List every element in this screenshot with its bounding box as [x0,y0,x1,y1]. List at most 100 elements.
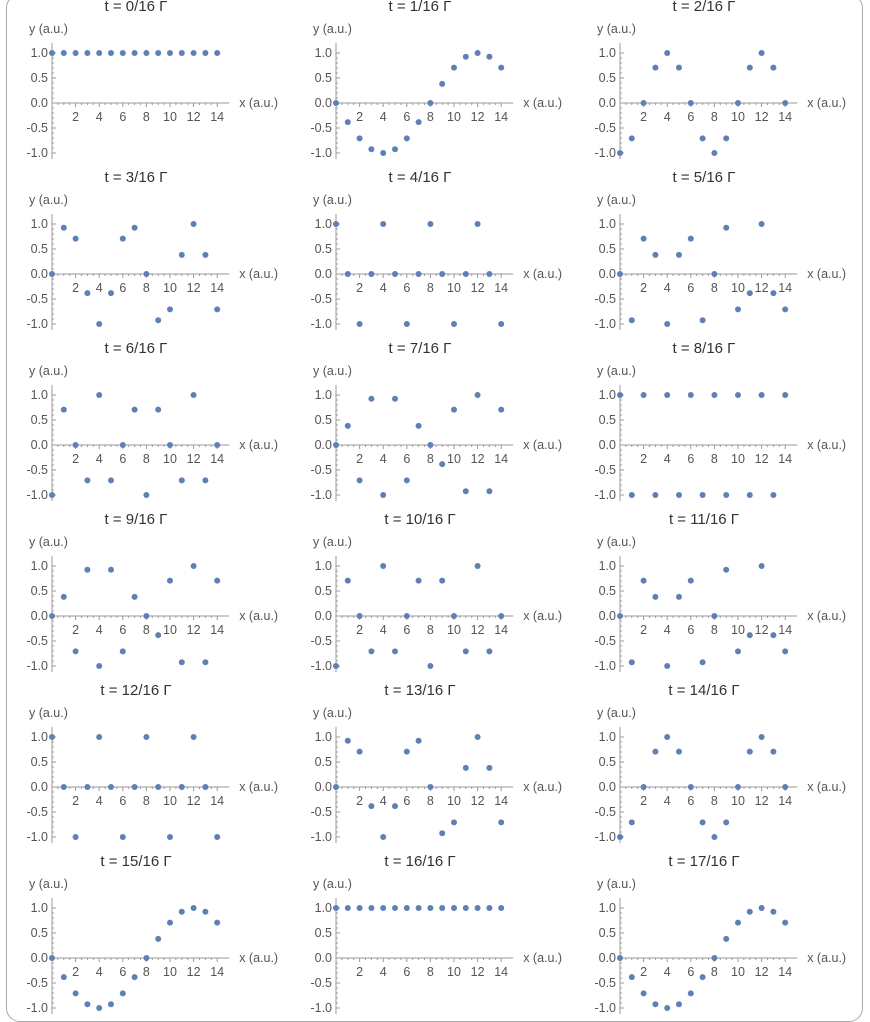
data-point [415,905,422,911]
data-point [131,50,138,56]
x-tick-label: 8 [711,281,718,295]
x-tick-label: 6 [403,452,410,466]
data-point [735,919,741,926]
panel-title: t = 2/16 Γ [673,0,736,15]
y-axis-label: y (a.u.) [29,22,68,36]
data-point [167,577,173,584]
y-tick-label: 0.5 [599,926,616,940]
y-axis-label: y (a.u.) [313,706,352,720]
data-point [770,64,777,71]
x-tick-label: 8 [711,794,718,808]
y-tick-label: 0.5 [599,755,616,769]
data-point [214,442,221,448]
data-point [392,905,398,911]
y-tick-label: -1.0 [26,1001,48,1015]
y-tick-label: 1.0 [315,559,332,573]
data-point [415,577,422,584]
data-point [143,734,150,740]
data-point [178,784,185,790]
y-axis-label: y (a.u.) [597,364,636,378]
y-axis-label: y (a.u.) [29,193,68,207]
y-tick-label: 0.5 [31,242,48,256]
data-point [178,908,185,915]
x-tick-label: 4 [664,110,671,124]
data-point [333,221,339,227]
data-point [439,577,446,584]
scatter-panel: t = 11/16 Γ y (a.u.) x (a.u.) 1.0 0.5 0.0 -0.5… [594,511,846,673]
data-point [664,734,671,740]
x-axis-label: x (a.u.) [239,780,278,794]
data-point [451,64,457,71]
x-tick-label: 12 [755,452,769,466]
x-tick-label: 10 [163,794,177,808]
y-tick-label: 1.0 [599,730,616,744]
x-tick-label: 4 [96,965,103,979]
x-tick-label: 4 [96,110,103,124]
y-axis-label: y (a.u.) [29,364,68,378]
y-tick-label: -1.0 [594,146,616,160]
scatter-panel: t = 12/16 Γ y (a.u.) x (a.u.) 1.0 0.5 0.0 -0.5… [26,682,278,844]
data-point [178,477,185,484]
x-axis-label: x (a.u.) [239,438,278,452]
data-point [344,737,351,744]
data-point [782,648,789,655]
y-tick-label: 0.0 [31,951,48,965]
x-axis-label: x (a.u.) [239,609,278,623]
x-tick-label: 8 [711,965,718,979]
data-point [746,908,753,915]
data-point [108,784,114,790]
data-point [119,834,126,840]
x-tick-label: 4 [664,965,671,979]
x-tick-label: 14 [210,281,224,295]
x-tick-label: 12 [755,623,769,637]
data-point [652,593,659,600]
data-point [462,53,469,60]
x-axis-label: x (a.u.) [523,96,562,110]
data-point [640,235,647,242]
data-point [711,834,718,840]
x-tick-label: 12 [187,452,201,466]
x-tick-label: 4 [380,965,387,979]
x-tick-label: 14 [778,452,792,466]
data-point [664,321,671,327]
x-tick-label: 6 [119,623,126,637]
data-point [451,819,457,826]
data-point [628,974,635,981]
data-point [486,271,493,277]
x-tick-label: 10 [731,281,745,295]
data-point [676,251,682,258]
data-point [155,406,162,413]
x-tick-label: 6 [687,452,694,466]
data-point [687,100,694,106]
y-tick-label: 0.0 [315,96,332,110]
y-tick-label: -1.0 [310,659,332,673]
data-point [119,442,126,448]
data-point [108,290,114,297]
data-point [758,905,765,911]
x-tick-label: 8 [143,452,150,466]
data-point [640,577,647,584]
x-tick-label: 8 [427,965,434,979]
data-point [451,406,457,413]
data-point [49,492,55,498]
data-point [96,392,103,398]
x-tick-label: 12 [755,794,769,808]
data-point [723,492,730,498]
data-point [676,593,682,600]
x-tick-label: 2 [356,623,363,637]
data-point [474,392,481,398]
scatter-panel: t = 10/16 Γ y (a.u.) x (a.u.) 1.0 0.5 0.0 -0.5… [310,511,562,673]
y-tick-label: -1.0 [26,488,48,502]
data-point [392,146,398,153]
x-tick-label: 6 [403,623,410,637]
data-point [96,1005,103,1011]
data-point [617,392,623,398]
x-tick-label: 6 [403,110,410,124]
y-tick-label: -0.5 [594,634,616,648]
x-tick-label: 2 [356,281,363,295]
scatter-panel: t = 15/16 Γ y (a.u.) x (a.u.) 1.0 0.5 0.0 -0.5… [26,853,278,1015]
data-point [474,734,481,740]
data-point [617,613,623,619]
data-point [202,477,209,484]
data-point [131,224,138,231]
